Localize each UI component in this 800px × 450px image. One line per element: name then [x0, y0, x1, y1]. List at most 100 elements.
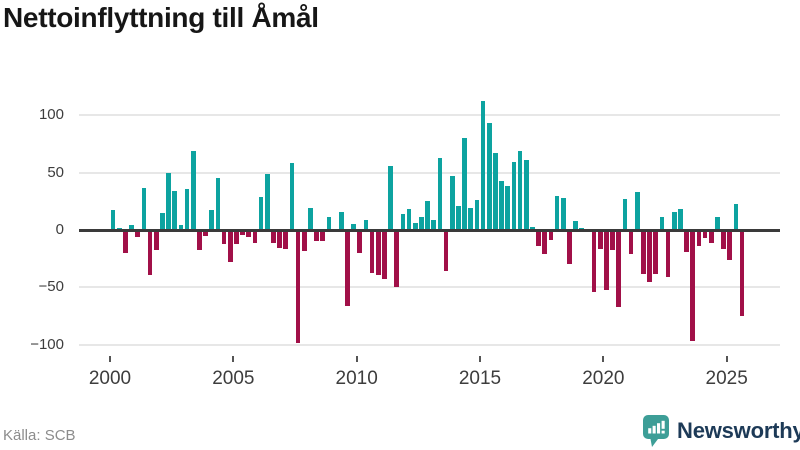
bar-2001-q3	[147, 231, 153, 276]
gridline-50	[79, 171, 780, 174]
bar-2016-q3	[517, 150, 523, 230]
bar-2007-q3	[295, 231, 301, 343]
x-axis-label-2010: 2010	[335, 368, 378, 389]
bar-2020-q1	[604, 231, 609, 291]
bar-2006-q2	[264, 173, 270, 230]
bar-2003-q1	[184, 188, 190, 230]
bar-2018-q3	[567, 231, 572, 264]
bar-2005-q4	[252, 231, 258, 243]
gridline--50	[79, 286, 780, 289]
newsworthy-wordmark: Newsworthy	[677, 418, 800, 443]
bar-2013-q3	[443, 231, 449, 271]
bar-2002-q1	[160, 212, 165, 230]
speech-bubble-shape	[643, 414, 669, 447]
bar-2015-q3	[493, 153, 498, 230]
bar-2023-q1	[678, 209, 683, 230]
bar-2010-q4	[375, 231, 381, 276]
bar-2005-q3	[246, 231, 252, 238]
y-axis-label--100: −100	[30, 335, 64, 353]
bar-2016-q1	[505, 186, 511, 230]
gridline-100	[79, 114, 780, 117]
bar-2001-q1	[135, 231, 141, 238]
newsworthy-logo[interactable]: Newsworthy	[643, 414, 800, 448]
bar-2013-q4	[449, 176, 455, 230]
bar-2007-q2	[289, 163, 295, 230]
bar-2017-q4	[548, 231, 554, 240]
chart-title: Nettoinflyttning till Åmål	[3, 2, 319, 33]
zero-line	[79, 228, 780, 232]
bar-2008-q1	[308, 208, 313, 230]
bar-2013-q2	[437, 157, 443, 230]
bar-2018-q1	[554, 195, 560, 230]
bar-2000-q1	[110, 210, 116, 230]
bar-2005-q1	[234, 231, 239, 245]
bar-2000-q4	[129, 225, 134, 230]
bar-2017-q1	[530, 226, 535, 230]
bar-2012-q4	[425, 201, 430, 230]
bar-2020-q2	[610, 231, 615, 250]
bar-2013-q1	[431, 219, 437, 230]
bar-2010-q3	[369, 231, 375, 273]
bar-2008-q3	[320, 231, 326, 241]
bar-2003-q4	[203, 231, 208, 237]
newsworthy-icon	[643, 414, 669, 448]
bar-2012-q2	[412, 223, 418, 230]
bar-2020-q4	[622, 199, 628, 230]
x-axis-tick-2025	[725, 356, 728, 362]
bar-2025-q3	[739, 231, 745, 317]
bar-2007-q4	[301, 231, 307, 252]
bar-2024-q3	[715, 217, 720, 230]
x-axis-label-2005: 2005	[212, 368, 255, 389]
bar-2016-q4	[523, 159, 529, 230]
bar-2021-q2	[634, 192, 640, 230]
y-axis-label--50: −50	[38, 278, 64, 296]
bar-2015-q1	[480, 101, 486, 230]
bar-2011-q1	[382, 231, 387, 279]
y-axis-label-0: 0	[55, 221, 64, 238]
bar-2017-q2	[536, 231, 541, 247]
bar-2019-q3	[591, 231, 597, 293]
bar-2014-q1	[456, 205, 461, 230]
bar-2022-q4	[671, 211, 677, 230]
bar-2002-q2	[166, 172, 171, 230]
x-axis-tick-2005	[232, 356, 235, 362]
bar-2006-q4	[277, 231, 282, 248]
x-axis-tick-2015	[479, 356, 481, 362]
x-axis-label-2020: 2020	[582, 368, 625, 389]
x-axis-tick-2000	[109, 356, 111, 362]
bar-2001-q4	[153, 231, 159, 250]
bar-2000-q3	[123, 231, 128, 254]
y-axis-label-100: 100	[38, 106, 64, 124]
bar-2020-q3	[616, 231, 622, 308]
bar-2014-q2	[462, 138, 467, 230]
bar-2021-q1	[628, 231, 634, 255]
bar-2019-q4	[597, 231, 603, 249]
x-axis-label-2000: 2000	[88, 368, 132, 389]
bar-2024-q2	[708, 231, 714, 243]
bar-2007-q1	[283, 231, 289, 249]
bar-2004-q3	[221, 231, 227, 245]
bar-2024-q1	[702, 231, 708, 239]
bar-2003-q2	[190, 150, 196, 230]
bar-2011-q2	[388, 165, 393, 230]
bar-2023-q2	[684, 231, 689, 253]
bar-2003-q3	[197, 231, 202, 250]
bar-2022-q2	[659, 217, 665, 230]
bar-2010-q2	[363, 219, 369, 230]
bar-2024-q4	[721, 231, 726, 249]
bar-2022-q3	[665, 231, 671, 278]
bar-2009-q2	[338, 211, 344, 230]
bar-2012-q3	[419, 217, 424, 230]
bar-2016-q2	[511, 162, 517, 230]
bar-2006-q1	[258, 196, 264, 230]
bar-2004-q2	[215, 178, 221, 230]
bar-2018-q2	[560, 197, 566, 230]
x-axis-label-2015: 2015	[458, 368, 502, 389]
bar-2018-q4	[573, 220, 578, 230]
x-axis-tick-2020	[602, 356, 605, 362]
bar-2012-q1	[406, 209, 412, 230]
bar-2025-q1	[727, 231, 733, 261]
bar-2004-q1	[209, 210, 215, 230]
